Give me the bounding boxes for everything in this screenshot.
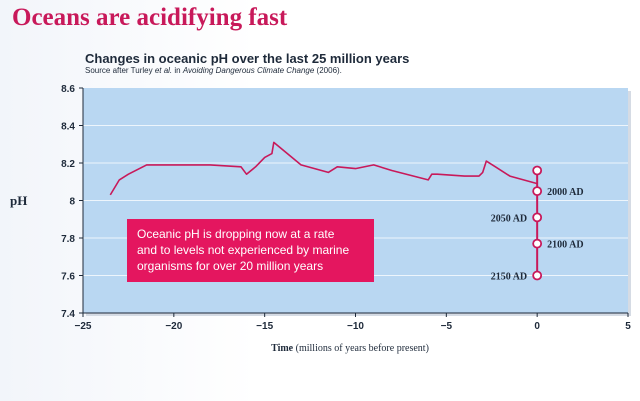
x-tick-label: −15 (256, 321, 273, 332)
y-tick-label: 7.6 (61, 272, 75, 283)
page-title: Oceans are acidifying fast (12, 4, 288, 31)
source-etal: et al. (154, 66, 173, 75)
x-tick-label: −5 (441, 321, 453, 332)
x-tick-label: 0 (534, 321, 540, 332)
x-axis-label-bold: Time (271, 343, 294, 354)
y-tick-label: 8.4 (61, 122, 75, 133)
y-tick-label: 7.4 (61, 309, 75, 320)
y-tick-label: 7.8 (61, 234, 75, 245)
source-middle: in (172, 66, 183, 75)
x-tick-label: −20 (165, 321, 182, 332)
x-axis-label: Time (millions of years before present) (0, 343, 640, 354)
projection-label: 2150 AD (491, 272, 527, 283)
source-work: Avoiding Dangerous Climate Change (182, 66, 315, 75)
x-tick-label: −25 (75, 321, 92, 332)
projection-marker (532, 165, 543, 176)
annotation-line-3: organisms for over 20 million years (137, 259, 324, 273)
projection-marker (532, 270, 543, 281)
annotation-line-1: Oceanic pH is dropping now at a rate (137, 227, 335, 241)
series-line (109, 141, 538, 196)
annotation-callout: Oceanic pH is dropping now at a rate and… (127, 219, 374, 282)
source-suffix: (2006). (314, 66, 342, 75)
projection-marker (532, 212, 543, 223)
projection-marker (532, 186, 543, 197)
y-tick-label: 8.6 (61, 84, 75, 95)
projection-label: 2000 AD (547, 187, 583, 198)
projection-label: 2100 AD (547, 240, 583, 251)
x-tick-label: 5 (625, 321, 631, 332)
source-prefix: Source after Turley (85, 66, 155, 75)
x-tick-label: −10 (347, 321, 364, 332)
y-tick-label: 8.2 (61, 159, 75, 170)
x-axis-label-rest: (millions of years before present) (293, 343, 429, 354)
y-tick-label: 8 (69, 197, 75, 208)
chart-source: Source after Turley et al. in Avoiding D… (85, 66, 342, 75)
y-axis-label: pH (10, 193, 28, 208)
chart-title: Changes in oceanic pH over the last 25 m… (85, 51, 410, 66)
projection-label: 2050 AD (491, 213, 527, 224)
projection-marker (532, 238, 543, 249)
annotation-line-2: and to levels not experienced by marine (137, 243, 350, 257)
